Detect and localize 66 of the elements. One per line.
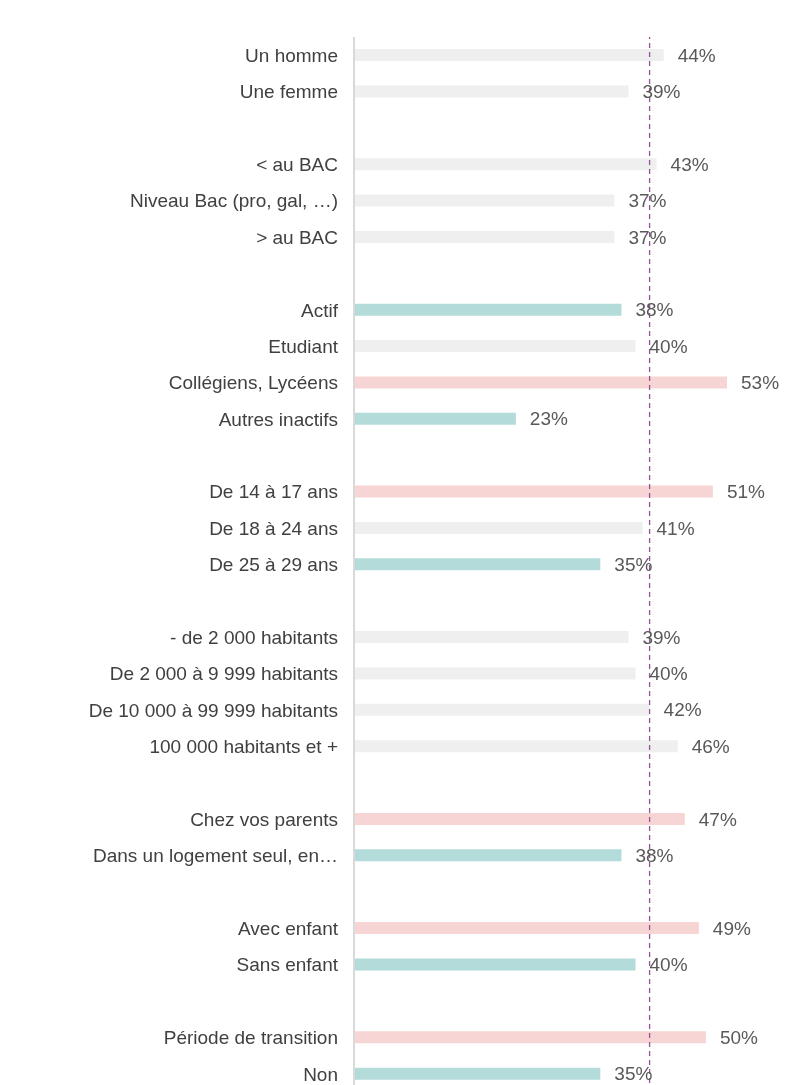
data-label: 40% <box>649 335 688 357</box>
data-label: 23% <box>529 408 568 430</box>
data-label: 40% <box>649 954 688 976</box>
y-tick-label: Non <box>303 1063 338 1085</box>
bar <box>354 303 622 316</box>
data-label: 47% <box>698 808 737 830</box>
data-label: 50% <box>719 1026 759 1048</box>
bar <box>354 412 516 425</box>
bar <box>354 812 685 825</box>
data-label: 37% <box>628 226 667 248</box>
bar <box>354 958 636 971</box>
y-tick-label: De 10 000 à 99 999 habitants <box>88 699 338 721</box>
y-tick-label: Actif <box>301 299 339 321</box>
bar <box>354 376 727 389</box>
y-tick-label: > au BAC <box>256 226 338 248</box>
data-label: 53% <box>741 372 780 394</box>
data-label: 38% <box>635 299 674 321</box>
bar <box>354 558 601 571</box>
bar <box>354 849 622 862</box>
data-label: 39% <box>642 81 681 103</box>
bar <box>354 1067 601 1080</box>
bar <box>354 85 629 98</box>
y-tick-label: De 18 à 24 ans <box>209 517 338 539</box>
data-label: 35% <box>614 553 653 575</box>
y-tick-label: Un homme <box>245 44 338 66</box>
bar <box>354 922 699 935</box>
data-label: 43% <box>670 153 709 175</box>
y-tick-label: Etudiant <box>268 335 339 357</box>
bar <box>354 703 650 716</box>
data-label: 38% <box>635 845 674 866</box>
bar <box>354 340 636 353</box>
y-tick-label: < au BAC <box>256 154 338 176</box>
y-tick-label: De 25 à 29 ans <box>209 554 338 576</box>
y-tick-label: De 2 000 à 9 999 habitants <box>109 663 338 685</box>
y-tick-label: 100 000 habitants et + <box>149 736 338 758</box>
data-label: 41% <box>656 517 695 539</box>
data-label: 40% <box>649 663 688 685</box>
bar <box>354 485 713 498</box>
data-label: 35% <box>614 1063 653 1085</box>
y-tick-label: Chez vos parents <box>190 808 338 830</box>
bar <box>354 521 643 534</box>
data-label: 37% <box>628 190 667 212</box>
bar <box>354 230 615 243</box>
bar <box>354 1031 706 1044</box>
bar <box>354 194 615 207</box>
data-label: 49% <box>712 917 751 939</box>
data-label: 46% <box>691 735 730 757</box>
y-tick-label: Sans enfant <box>236 954 339 976</box>
bar <box>354 158 657 171</box>
y-tick-label: - de 2 000 habitants <box>170 627 338 648</box>
bar <box>354 631 629 644</box>
y-tick-label: Une femme <box>239 81 338 103</box>
data-label: 42% <box>663 699 702 721</box>
data-label: 51% <box>726 481 766 503</box>
y-tick-label: Avec enfant <box>237 918 339 940</box>
data-label: 44% <box>677 44 716 66</box>
y-tick-label: Niveau Bac (pro, gal, …) <box>129 190 338 212</box>
y-tick-label: De 14 à 17 ans <box>209 481 338 503</box>
bar <box>354 667 636 680</box>
y-tick-label: Dans un logement seul, en… <box>92 845 338 867</box>
bar <box>354 740 678 753</box>
data-label: 39% <box>642 626 681 648</box>
bar <box>354 49 664 62</box>
y-tick-label: Période de transition <box>163 1027 338 1049</box>
y-tick-label: Collégiens, Lycéens <box>168 372 338 394</box>
y-tick-label: Autres inactifs <box>218 408 338 430</box>
